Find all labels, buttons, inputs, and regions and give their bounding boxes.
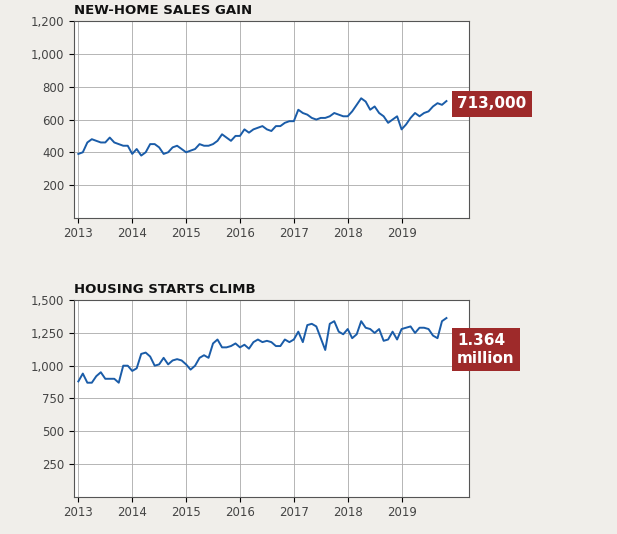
Text: HOUSING STARTS CLIMB: HOUSING STARTS CLIMB: [74, 284, 255, 296]
Text: 1.364
million: 1.364 million: [457, 333, 515, 366]
Text: NEW-HOME SALES GAIN: NEW-HOME SALES GAIN: [74, 4, 252, 18]
Text: 713,000: 713,000: [457, 96, 526, 112]
